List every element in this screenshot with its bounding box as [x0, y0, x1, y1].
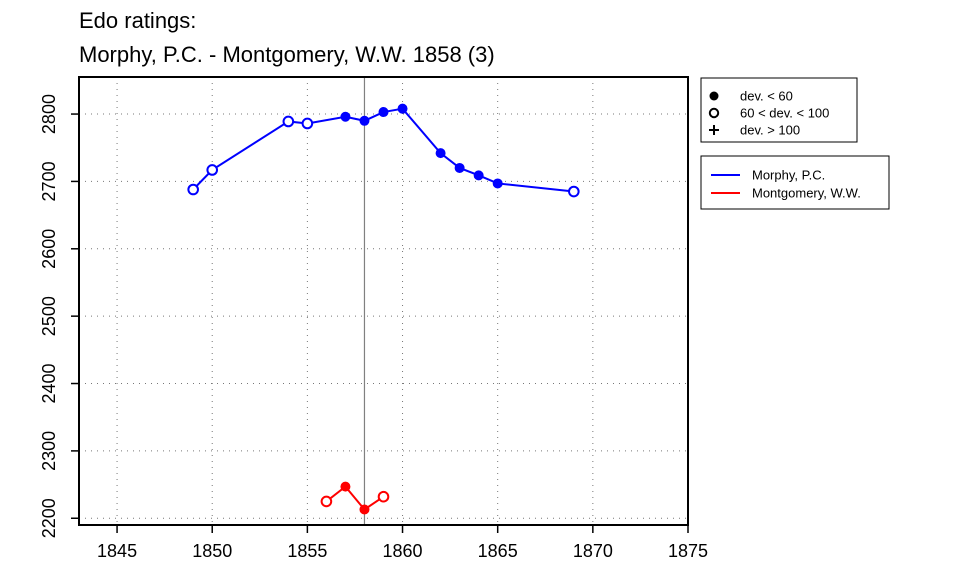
series-line: [325, 485, 385, 511]
grid-lines: [79, 77, 689, 525]
y-tick-label: 2700: [39, 161, 59, 201]
data-point-open: [282, 115, 295, 128]
series-legend: Morphy, P.C. Montgomery, W.W.: [700, 155, 890, 210]
plot-frame: [78, 76, 689, 526]
x-tick-label: 1850: [192, 541, 232, 561]
x-tick-label: 1865: [478, 541, 518, 561]
x-tick-label: 1875: [668, 541, 708, 561]
open-circle-icon: [708, 107, 720, 119]
data-point-filled: [340, 111, 351, 122]
data-point-open: [187, 183, 199, 196]
data-point-open: [320, 495, 333, 508]
series-0: [187, 103, 580, 198]
data-point-filled: [359, 115, 370, 126]
series-layer: [187, 103, 580, 515]
data-point-filled: [359, 504, 370, 515]
series-1: [320, 481, 390, 515]
x-tick-label: 1845: [97, 541, 137, 561]
x-tick-label: 1855: [287, 541, 327, 561]
x-tick-label: 1860: [383, 541, 423, 561]
data-point-filled: [492, 178, 503, 189]
filled-circle-icon: [709, 91, 719, 101]
series-legend-label: Montgomery, W.W.: [752, 186, 861, 201]
y-tick-label: 2400: [39, 364, 59, 404]
symbol-legend-label: 60 < dev. < 100: [740, 106, 829, 121]
symbol-legend-box: [700, 77, 858, 143]
series-legend-label: Morphy, P.C.: [752, 168, 825, 183]
data-point-open: [377, 490, 390, 503]
data-point-open: [206, 164, 219, 176]
data-point-filled: [340, 481, 351, 492]
y-tick-label: 2300: [39, 431, 59, 471]
x-tick-label: 1870: [573, 541, 613, 561]
data-point-filled: [378, 107, 389, 118]
data-point-open: [301, 117, 314, 130]
y-tick-label: 2600: [39, 229, 59, 269]
symbol-legend: dev. < 60 60 < dev. < 100 dev. > 100: [700, 77, 858, 143]
symbol-legend-label: dev. < 60: [740, 89, 793, 104]
data-point-filled: [397, 103, 408, 114]
y-tick-label: 2800: [39, 94, 59, 134]
data-point-open: [568, 185, 580, 198]
data-point-filled: [473, 170, 484, 181]
y-axis: 2200 2300 2400 2500 2600 2700 2800: [39, 94, 79, 538]
data-point-filled: [435, 148, 446, 159]
chart-title: Edo ratings:: [79, 8, 196, 33]
x-axis: 1845 1850 1855 1860 1865 1870 1875: [97, 525, 708, 561]
data-point-filled: [454, 162, 465, 173]
symbol-legend-label: dev. > 100: [740, 123, 800, 138]
y-tick-label: 2500: [39, 296, 59, 336]
series-line: [192, 107, 574, 193]
y-tick-label: 2200: [39, 498, 59, 538]
series-legend-box: [700, 155, 890, 210]
chart-subtitle: Morphy, P.C. - Montgomery, W.W. 1858 (3): [79, 42, 495, 67]
